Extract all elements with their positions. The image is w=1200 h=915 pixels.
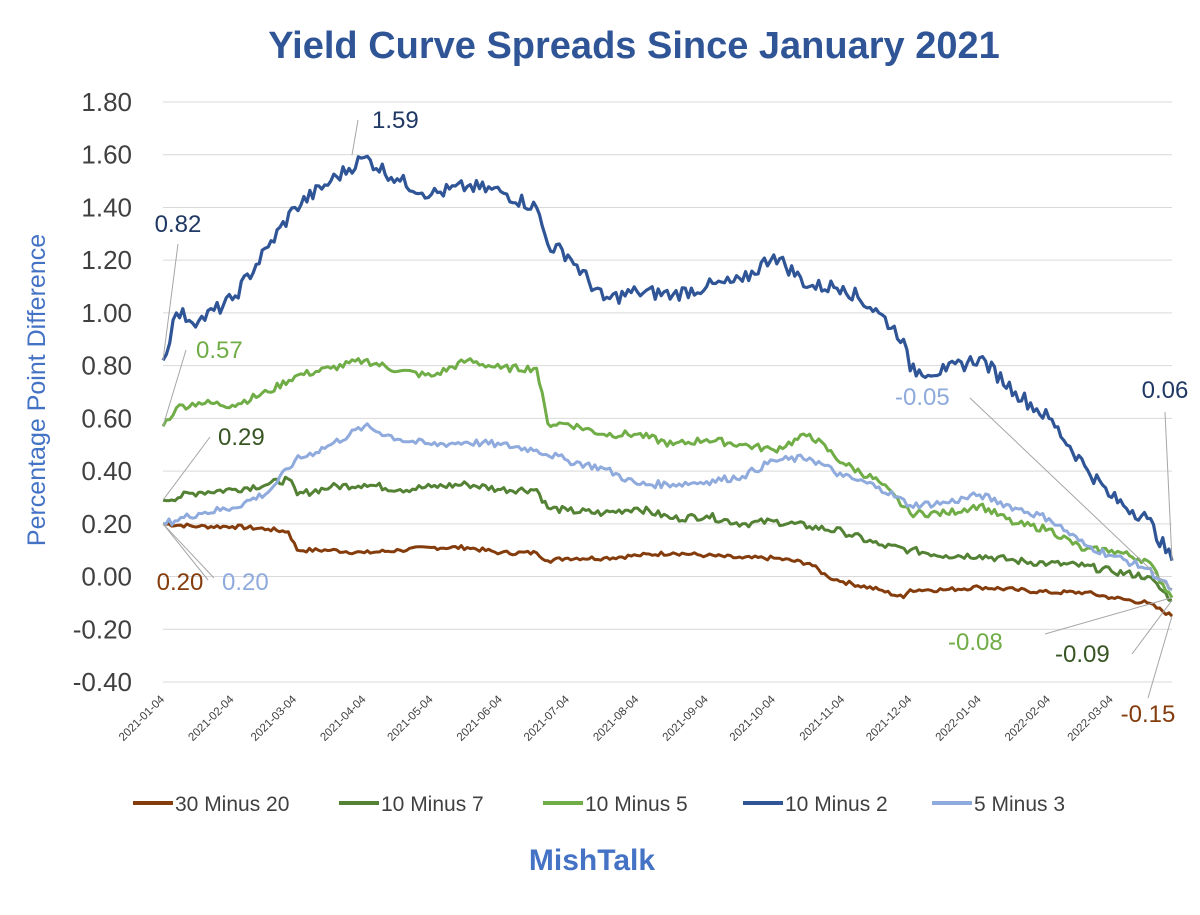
y-tick-label: 1.20	[81, 245, 132, 275]
data-label: -0.15	[1121, 701, 1176, 728]
leader-line	[969, 397, 1173, 591]
y-tick-label: 0.20	[81, 509, 132, 539]
y-axis-tick-labels: 1.80 1.60 1.40 1.20 1.00 0.80 0.60 0.40 0.20 0.00…	[73, 87, 132, 697]
data-label: 1.59	[372, 107, 419, 134]
data-labels: 0.82 1.59 0.06 0.57 -0.08 0.29 -0.09 0.20 -0.15 0…	[155, 107, 1189, 728]
data-label: 0.57	[196, 337, 243, 364]
data-label: -0.08	[948, 629, 1003, 656]
leader-line	[162, 523, 209, 581]
y-tick-label: 0.60	[81, 403, 132, 433]
y-tick-label: 0.80	[81, 351, 132, 381]
chart-title: Yield Curve Spreads Since January 2021	[268, 25, 1000, 67]
series-line-30-minus-20	[162, 522, 1174, 618]
y-tick-label: 0.00	[81, 562, 132, 592]
series-line-10-minus-2	[161, 154, 1174, 562]
series-lines	[161, 154, 1174, 618]
y-tick-label: 1.00	[81, 298, 132, 328]
data-label: 0.06	[1142, 377, 1189, 404]
legend-entry: 10 Minus 5	[585, 793, 688, 816]
leader-line	[162, 523, 215, 579]
leader-line	[162, 436, 211, 501]
legend-entry: 5 Minus 3	[974, 793, 1065, 816]
gridlines	[163, 101, 1172, 683]
leader-line	[1131, 599, 1173, 655]
data-label: -0.09	[1055, 641, 1110, 668]
legend: 30 Minus 20 10 Minus 7 10 Minus 5 10 Minus …	[133, 793, 1065, 816]
data-label-leaders	[162, 119, 1173, 699]
y-tick-label: -0.20	[73, 614, 132, 644]
series-line-10-minus-7	[162, 475, 1172, 602]
leader-line	[1044, 597, 1173, 635]
source-label: MishTalk	[529, 844, 655, 877]
y-tick-label: 1.40	[81, 192, 132, 222]
leader-line	[162, 349, 187, 427]
data-label: 0.20	[157, 569, 204, 596]
series-line-10-minus-5	[161, 357, 1174, 599]
legend-entry: 10 Minus 7	[381, 793, 484, 816]
y-tick-label: 0.40	[81, 456, 132, 486]
y-tick-label: 1.80	[81, 87, 132, 117]
leader-line	[351, 119, 359, 156]
legend-entry: 30 Minus 20	[175, 793, 289, 816]
y-tick-label: 1.60	[81, 140, 132, 170]
data-label: 0.29	[218, 424, 265, 451]
leader-line	[162, 243, 179, 361]
y-axis-label: Percentage Point Difference	[23, 234, 51, 546]
data-label: -0.05	[895, 384, 950, 411]
legend-entry: 10 Minus 2	[785, 793, 888, 816]
series-line-5-minus-3	[163, 422, 1173, 592]
data-label: 0.82	[155, 211, 202, 238]
leader-line	[1164, 411, 1173, 561]
data-label: 0.20	[222, 569, 269, 596]
leader-line	[1147, 615, 1173, 699]
y-tick-label: -0.40	[73, 667, 132, 697]
